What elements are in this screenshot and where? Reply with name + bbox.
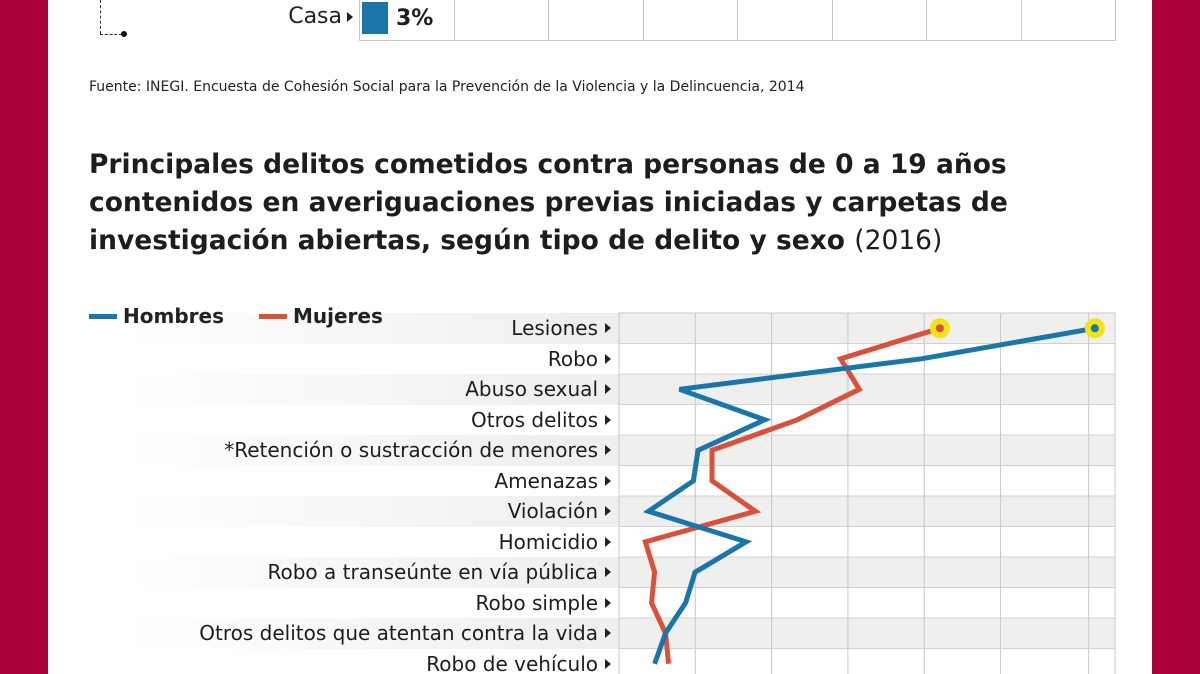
category-label: Homicidio — [498, 529, 598, 554]
chart-title: Principales delitos cometidos contra per… — [89, 146, 1139, 260]
triangle-right-icon — [605, 658, 611, 669]
category-label: Abuso sexual — [465, 377, 598, 402]
infographic-panel: Casa 3% Fuente: INEGI. Encuesta de Cohes… — [48, 0, 1152, 674]
gridline — [642, 0, 644, 40]
triangle-right-icon — [605, 384, 611, 395]
category-label: Amenazas — [494, 468, 598, 493]
line-chart — [618, 312, 1116, 674]
category-label: *Retención o sustracción de menores — [224, 438, 598, 463]
gridline — [926, 0, 927, 40]
casa-bar — [362, 2, 388, 34]
gridline — [737, 0, 738, 40]
category-label: Robo de vehículo — [426, 651, 598, 674]
chart-title-main: Principales delitos cometidos contra per… — [89, 149, 1008, 256]
legend-label-hombres: Hombres — [123, 304, 224, 328]
row-band — [128, 313, 1115, 344]
category-label: Otros delitos — [471, 407, 598, 432]
bracket-dot — [121, 31, 127, 37]
category-label: Lesiones — [511, 316, 598, 341]
casa-label: Casa — [288, 4, 342, 29]
legend-swatch-mujeres — [259, 314, 287, 319]
legend-swatch-hombres — [89, 314, 117, 319]
bracket-line — [100, 34, 122, 35]
triangle-right-icon — [347, 12, 353, 22]
top-grid — [359, 0, 1116, 41]
plot-frame — [618, 312, 1116, 674]
gridline — [359, 0, 360, 40]
row-band — [128, 374, 1115, 405]
row-band — [128, 496, 1115, 527]
category-label: Robo a transeúnte en vía pública — [267, 560, 599, 585]
chart-title-year: (2016) — [854, 225, 943, 256]
category-label: Robo — [547, 346, 598, 371]
gridline — [453, 0, 455, 40]
triangle-right-icon — [605, 536, 611, 547]
max-point-mujeres — [935, 324, 944, 333]
max-point-hombres — [1090, 324, 1099, 333]
row-band — [128, 618, 1115, 649]
source-note: Fuente: INEGI. Encuesta de Cohesión Soci… — [89, 79, 805, 95]
series-line-mujeres — [642, 325, 941, 665]
category-label: Robo simple — [475, 590, 598, 615]
casa-value: 3% — [396, 6, 434, 31]
category-labels: Lesiones Robo Abuso sexual Otros delitos *Re… — [48, 0, 598, 674]
triangle-right-icon — [605, 353, 611, 364]
legend-label-mujeres: Mujeres — [293, 304, 383, 328]
triangle-right-icon — [605, 445, 611, 456]
triangle-right-icon — [605, 414, 611, 425]
category-label: Violación — [507, 499, 598, 524]
triangle-right-icon — [605, 628, 611, 639]
triangle-right-icon — [605, 567, 611, 578]
gridline — [548, 0, 549, 40]
series-line-hombres — [642, 325, 1096, 665]
triangle-right-icon — [605, 475, 611, 486]
row-band — [128, 557, 1115, 588]
category-label: Otros delitos que atentan contra la vida — [199, 621, 598, 646]
gridline — [831, 0, 833, 40]
row-band — [128, 435, 1115, 466]
previous-chart-fragment: Casa 3% — [48, 0, 1152, 60]
bracket-line — [100, 0, 101, 34]
gridline — [1020, 0, 1022, 40]
triangle-right-icon — [605, 506, 611, 517]
triangle-right-icon — [605, 597, 611, 608]
triangle-right-icon — [605, 323, 611, 334]
